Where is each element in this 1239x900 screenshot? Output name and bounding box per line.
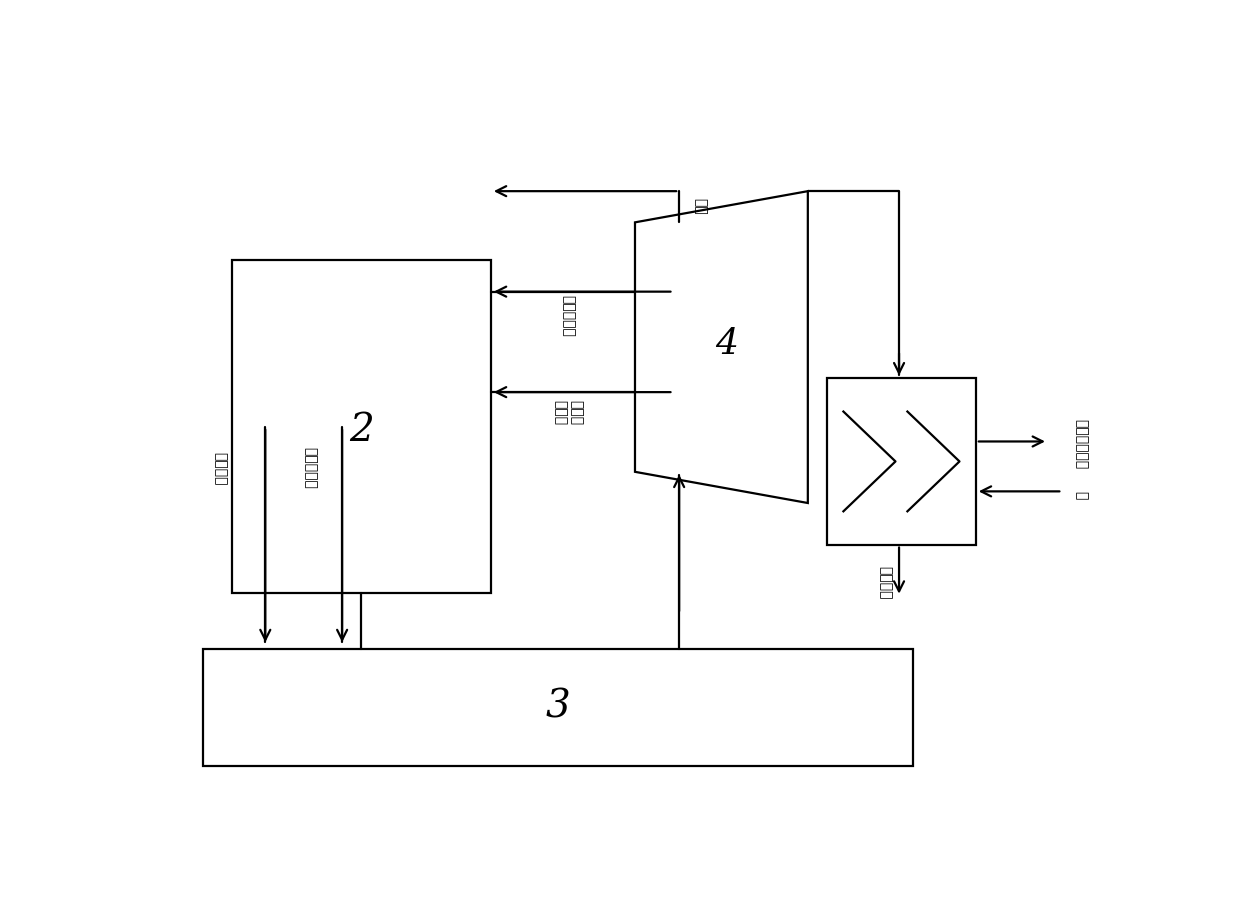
Text: 冰等热气: 冰等热气 <box>877 566 892 599</box>
Text: 气化剂料: 气化剂料 <box>213 452 227 485</box>
Bar <box>232 260 491 593</box>
Text: 水蒸气与氧气: 水蒸气与氧气 <box>1074 419 1089 469</box>
Text: 燃气热展弃: 燃气热展弃 <box>304 447 317 490</box>
Polygon shape <box>636 191 808 503</box>
Text: 4: 4 <box>715 327 737 361</box>
Text: 燃气: 燃气 <box>693 198 706 215</box>
Text: 燃气热细居: 燃气热细居 <box>561 295 575 337</box>
Text: 3: 3 <box>546 688 570 726</box>
Text: 火: 火 <box>1074 491 1089 499</box>
Text: 水蒸气
与氧气: 水蒸气 与氧气 <box>553 400 582 426</box>
Bar <box>828 378 976 544</box>
Text: 2: 2 <box>349 411 374 449</box>
Bar <box>203 649 913 767</box>
